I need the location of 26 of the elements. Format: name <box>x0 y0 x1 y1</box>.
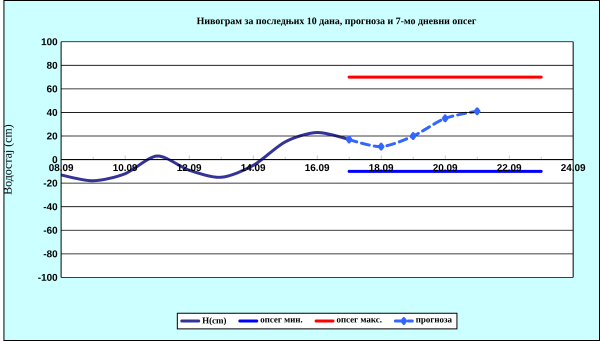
point <box>474 107 481 116</box>
chart-title: Нивограм за последњих 10 дана, прогноза и 7-мо дневни опсег <box>196 18 476 26</box>
y-tick-label: 0 <box>52 156 58 164</box>
y-tick-label: 60 <box>46 85 58 92</box>
y-tick-label: 100 <box>42 38 58 46</box>
x-tick-label: 16.09 <box>305 164 330 172</box>
y-tick-label: 20 <box>46 132 58 140</box>
x-tick-label: 18.09 <box>369 164 394 172</box>
point <box>410 132 416 140</box>
y-tick-label: -40 <box>44 203 58 210</box>
point <box>442 114 449 122</box>
y-axis-title: Водостај (cm) <box>3 124 14 194</box>
y-tick-label: -60 <box>44 226 58 234</box>
legend-label: прогноза <box>416 318 452 324</box>
y-tick-label: 40 <box>46 108 58 116</box>
legend-label: опсег мин. <box>260 318 302 323</box>
point <box>346 136 352 144</box>
point <box>378 142 384 151</box>
y-tick-label: -80 <box>44 250 58 258</box>
legend-label: опсег макс. <box>336 318 382 323</box>
y-tick-label: 80 <box>46 62 58 69</box>
y-tick-label: -20 <box>44 180 58 187</box>
legend-label: H(cm) <box>202 317 226 326</box>
x-tick-label: 22.09 <box>497 164 522 172</box>
y-tick-label: -100 <box>38 274 58 281</box>
x-tick-label: 20.09 <box>433 164 458 172</box>
